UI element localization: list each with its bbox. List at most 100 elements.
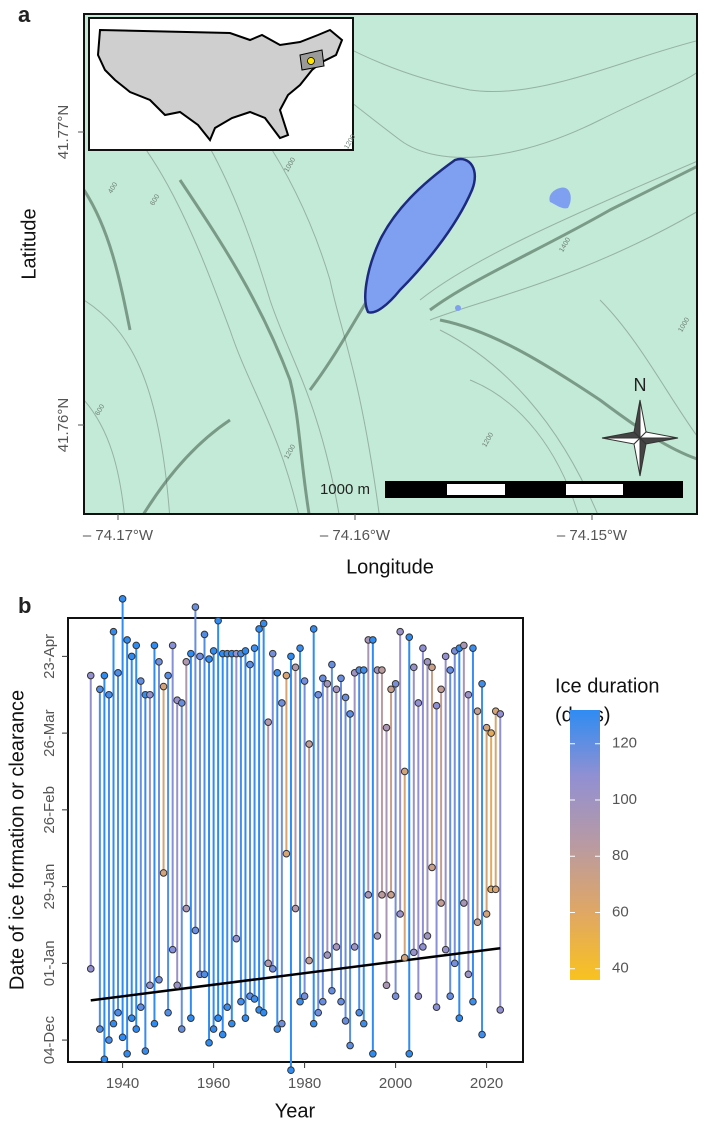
formation-point <box>114 1008 122 1017</box>
colorbar-title: Ice duration <box>555 675 660 697</box>
clearance-point <box>86 671 95 680</box>
formation-point <box>205 1039 213 1047</box>
clearance-point <box>264 718 273 726</box>
formation-point <box>150 1019 159 1028</box>
clearance-point <box>309 625 318 633</box>
formation-point <box>173 981 181 990</box>
formation-point <box>118 1033 127 1042</box>
formation-point <box>469 997 477 1006</box>
x-tick-label: – 74.16°W <box>320 527 391 544</box>
x-tick-label: 1940 <box>106 1075 139 1092</box>
y-tick-label: 04-Dec <box>41 1015 58 1064</box>
formation-point <box>309 1019 318 1028</box>
clearance-point <box>209 647 218 655</box>
formation-point <box>182 904 191 913</box>
clearance-point <box>437 685 445 694</box>
formation-point <box>428 863 436 872</box>
clearance-point <box>282 671 291 680</box>
clearance-point <box>255 625 263 633</box>
y-tick-label: 29-Jan <box>41 864 58 910</box>
formation-point <box>410 948 418 957</box>
formation-point <box>209 1025 218 1033</box>
clearance-point <box>346 710 354 718</box>
clearance-point <box>296 644 304 652</box>
clearance-point <box>391 679 400 688</box>
formation-point <box>86 965 95 973</box>
clearance-point <box>287 652 295 661</box>
clearance-point <box>378 666 386 674</box>
formation-point <box>278 1019 286 1028</box>
formation-point <box>460 899 468 907</box>
clearance-point <box>205 655 213 663</box>
colorbar-tick-label: 40 <box>612 960 629 977</box>
formation-point <box>214 1014 222 1022</box>
clearance-point <box>182 658 191 666</box>
clearance-point <box>387 685 395 694</box>
colorbar-tick-label: 80 <box>612 847 629 864</box>
clearance-point <box>496 710 505 718</box>
formation-point <box>423 932 432 940</box>
clearance-point <box>137 677 145 685</box>
clearance-point <box>96 685 104 694</box>
formation-point <box>300 992 309 1001</box>
formation-point <box>341 1017 350 1025</box>
clearance-point <box>259 619 268 628</box>
formation-point <box>350 943 359 951</box>
formation-point <box>414 992 423 1001</box>
x-tick-label: 2000 <box>379 1075 412 1092</box>
clearance-point <box>155 658 163 666</box>
clearance-point <box>473 707 482 715</box>
y-tick-label: 26-Feb <box>41 786 58 834</box>
clearance-point <box>291 663 300 672</box>
x-tick-label: 1960 <box>197 1075 230 1092</box>
clearance-point <box>323 679 332 688</box>
clearance-point <box>328 660 336 669</box>
x-tick-label: 2020 <box>470 1075 503 1092</box>
x-axis-title: Longitude <box>346 556 434 578</box>
contour-label: 400 <box>107 181 119 195</box>
formation-point <box>378 891 386 899</box>
x-tick-label: – 74.15°W <box>557 527 628 544</box>
clearance-point <box>177 699 186 707</box>
formation-point <box>218 1030 227 1039</box>
formation-point <box>496 1006 505 1014</box>
clearance-point <box>273 669 282 677</box>
clearance-point <box>123 636 131 644</box>
formation-point <box>455 1014 464 1022</box>
formation-point <box>268 965 277 973</box>
formation-point <box>328 986 336 995</box>
clearance-point <box>469 644 477 652</box>
formation-point <box>100 1055 109 1064</box>
formation-point <box>250 995 259 1003</box>
lake <box>364 157 477 314</box>
clearance-point <box>432 701 441 710</box>
formation-point <box>446 992 455 1001</box>
clearance-point <box>369 636 377 644</box>
formation-point <box>123 1049 131 1058</box>
formation-point <box>419 943 427 951</box>
clearance-point <box>105 690 113 699</box>
y-tick-label: 01-Jan <box>41 940 58 986</box>
formation-point <box>319 997 327 1006</box>
clearance-point <box>400 767 409 776</box>
x-tick-label: 1980 <box>288 1075 321 1092</box>
formation-point <box>232 934 241 943</box>
clearance-point <box>159 682 168 691</box>
pond <box>455 305 461 311</box>
clearance-point <box>118 595 127 603</box>
formation-point <box>396 910 404 918</box>
contour-label: 600 <box>94 403 106 417</box>
clearance-point <box>132 641 141 650</box>
formation-point <box>337 997 345 1006</box>
formation-point <box>441 945 450 954</box>
clearance-point <box>478 679 486 688</box>
clearance-point <box>196 652 204 661</box>
compass <box>601 399 679 477</box>
clearance-point <box>460 641 468 650</box>
formation-point <box>478 1030 486 1039</box>
formation-point <box>391 992 400 1001</box>
y-axis-title: Latitude <box>18 208 40 279</box>
formation-point <box>473 918 482 927</box>
clearance-point <box>464 690 473 699</box>
